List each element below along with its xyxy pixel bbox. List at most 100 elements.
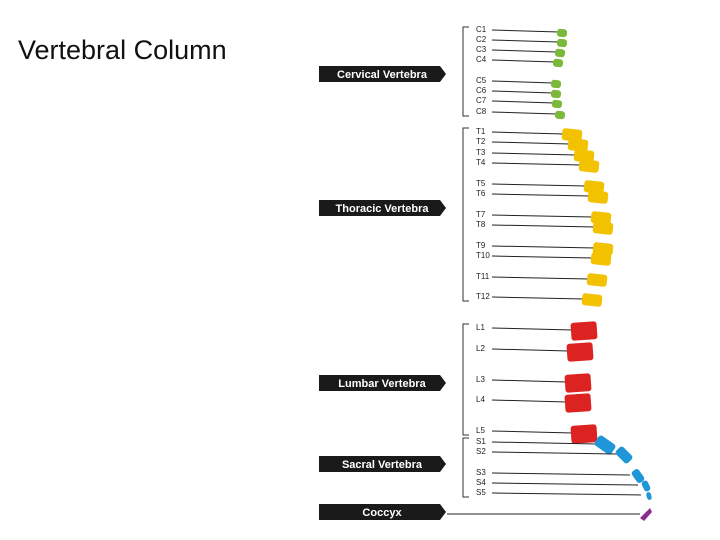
vertebra: [567, 138, 589, 152]
vertebra-label: C5: [476, 76, 487, 85]
group-label: Lumbar Vertebra: [338, 378, 426, 390]
pointer-line: [491, 276, 590, 280]
vertebra-label: T6: [476, 189, 486, 198]
vertebra-label: C2: [476, 35, 487, 44]
pointer-line: [491, 193, 591, 197]
vertebra-label: L1: [476, 323, 485, 332]
vertebra-label: T11: [476, 272, 490, 281]
pointer-line: [491, 482, 639, 486]
vertebra: [646, 492, 652, 500]
vertebra-label: T4: [476, 158, 486, 167]
pointer-line: [491, 441, 598, 445]
pointer-line: [491, 90, 554, 94]
vertebra: [570, 321, 598, 341]
pointer-line: [491, 296, 585, 300]
pointer-line: [491, 255, 594, 259]
bracket: [462, 127, 469, 302]
vertebra-label: T2: [476, 137, 486, 146]
pointer-line: [491, 399, 568, 403]
vertebra: [550, 89, 562, 99]
vertebra-label: T3: [476, 148, 486, 157]
vertebra-label: T10: [476, 251, 490, 260]
vertebra: [594, 435, 616, 455]
pointer-line: [491, 224, 596, 228]
group-label-box: [319, 504, 446, 520]
pointer-line: [491, 49, 558, 53]
vertebra: [578, 159, 600, 173]
pointer-line: [491, 141, 571, 145]
vertebra-label: C3: [476, 45, 487, 54]
vertebra: [556, 28, 568, 38]
vertebra: [581, 293, 603, 307]
group-label-box: [319, 200, 446, 216]
vertebra-label: C1: [476, 25, 487, 34]
vertebra-label: S3: [476, 468, 486, 477]
bracket: [462, 323, 469, 436]
vertebra-label: C8: [476, 107, 487, 116]
group-label-box: [319, 66, 446, 82]
pointer-line: [491, 348, 570, 352]
vertebra-label: C4: [476, 55, 487, 64]
pointer-line: [491, 183, 587, 187]
pointer-line: [491, 162, 582, 166]
pointer-line: [491, 472, 631, 476]
pointer-line: [491, 430, 574, 434]
vertebra: [583, 180, 605, 194]
vertebra-label: T7: [476, 210, 486, 219]
vertebra: [556, 38, 568, 48]
vertebra: [554, 110, 566, 120]
vertebra: [564, 393, 592, 413]
vertebra: [570, 424, 598, 444]
group-label: Coccyx: [362, 507, 402, 519]
vertebra-label: C6: [476, 86, 487, 95]
pointer-line: [491, 451, 617, 455]
vertebra-label: L4: [476, 395, 485, 404]
pointer-line: [491, 492, 642, 496]
vertebra: [551, 99, 563, 109]
pointer-line: [491, 111, 558, 115]
bracket: [462, 26, 469, 117]
vertebra-label: S4: [476, 478, 486, 487]
vertebra: [552, 58, 564, 68]
vertebra-label: T1: [476, 127, 486, 136]
pointer-line: [491, 379, 568, 383]
vertebra: [631, 469, 645, 483]
pointer-line: [491, 327, 574, 331]
vertebra-label: S2: [476, 447, 486, 456]
group-label: Thoracic Vertebra: [336, 203, 430, 215]
vertebra: [566, 342, 594, 362]
vertebra-label: L2: [476, 344, 485, 353]
vertebra-label: T8: [476, 220, 486, 229]
pointer-line: [491, 152, 577, 156]
group-label: Sacral Vertebra: [342, 459, 423, 471]
vertebra: [554, 48, 566, 58]
vertebra: [573, 149, 595, 163]
vertebra-label: S5: [476, 488, 486, 497]
vertebra: [592, 242, 614, 256]
vertebra-label: T5: [476, 179, 486, 188]
bracket: [462, 437, 469, 498]
pointer-line: [491, 59, 556, 63]
pointer-line: [491, 29, 560, 33]
vertebra: [590, 252, 612, 266]
pointer-line: [491, 131, 565, 135]
vertebra: [587, 190, 609, 204]
vertebra-label: T9: [476, 241, 486, 250]
title: Vertebral Column: [18, 35, 227, 65]
vertebra-label: S1: [476, 437, 486, 446]
vertebra: [592, 221, 614, 235]
vertebra-label: L3: [476, 375, 485, 384]
group-label-box: [319, 456, 446, 472]
group-label: Cervical Vertebra: [337, 69, 428, 81]
vertebra-label: T12: [476, 292, 490, 301]
group-label-box: [319, 375, 446, 391]
vertebra: [561, 128, 583, 142]
pointer-line: [491, 39, 560, 43]
vertebra: [586, 273, 608, 287]
vertebra-label: C7: [476, 96, 487, 105]
vertebra: [564, 373, 592, 393]
pointer-line: [491, 80, 554, 84]
pointer-line: [491, 100, 555, 104]
vertebra-label: L5: [476, 426, 485, 435]
